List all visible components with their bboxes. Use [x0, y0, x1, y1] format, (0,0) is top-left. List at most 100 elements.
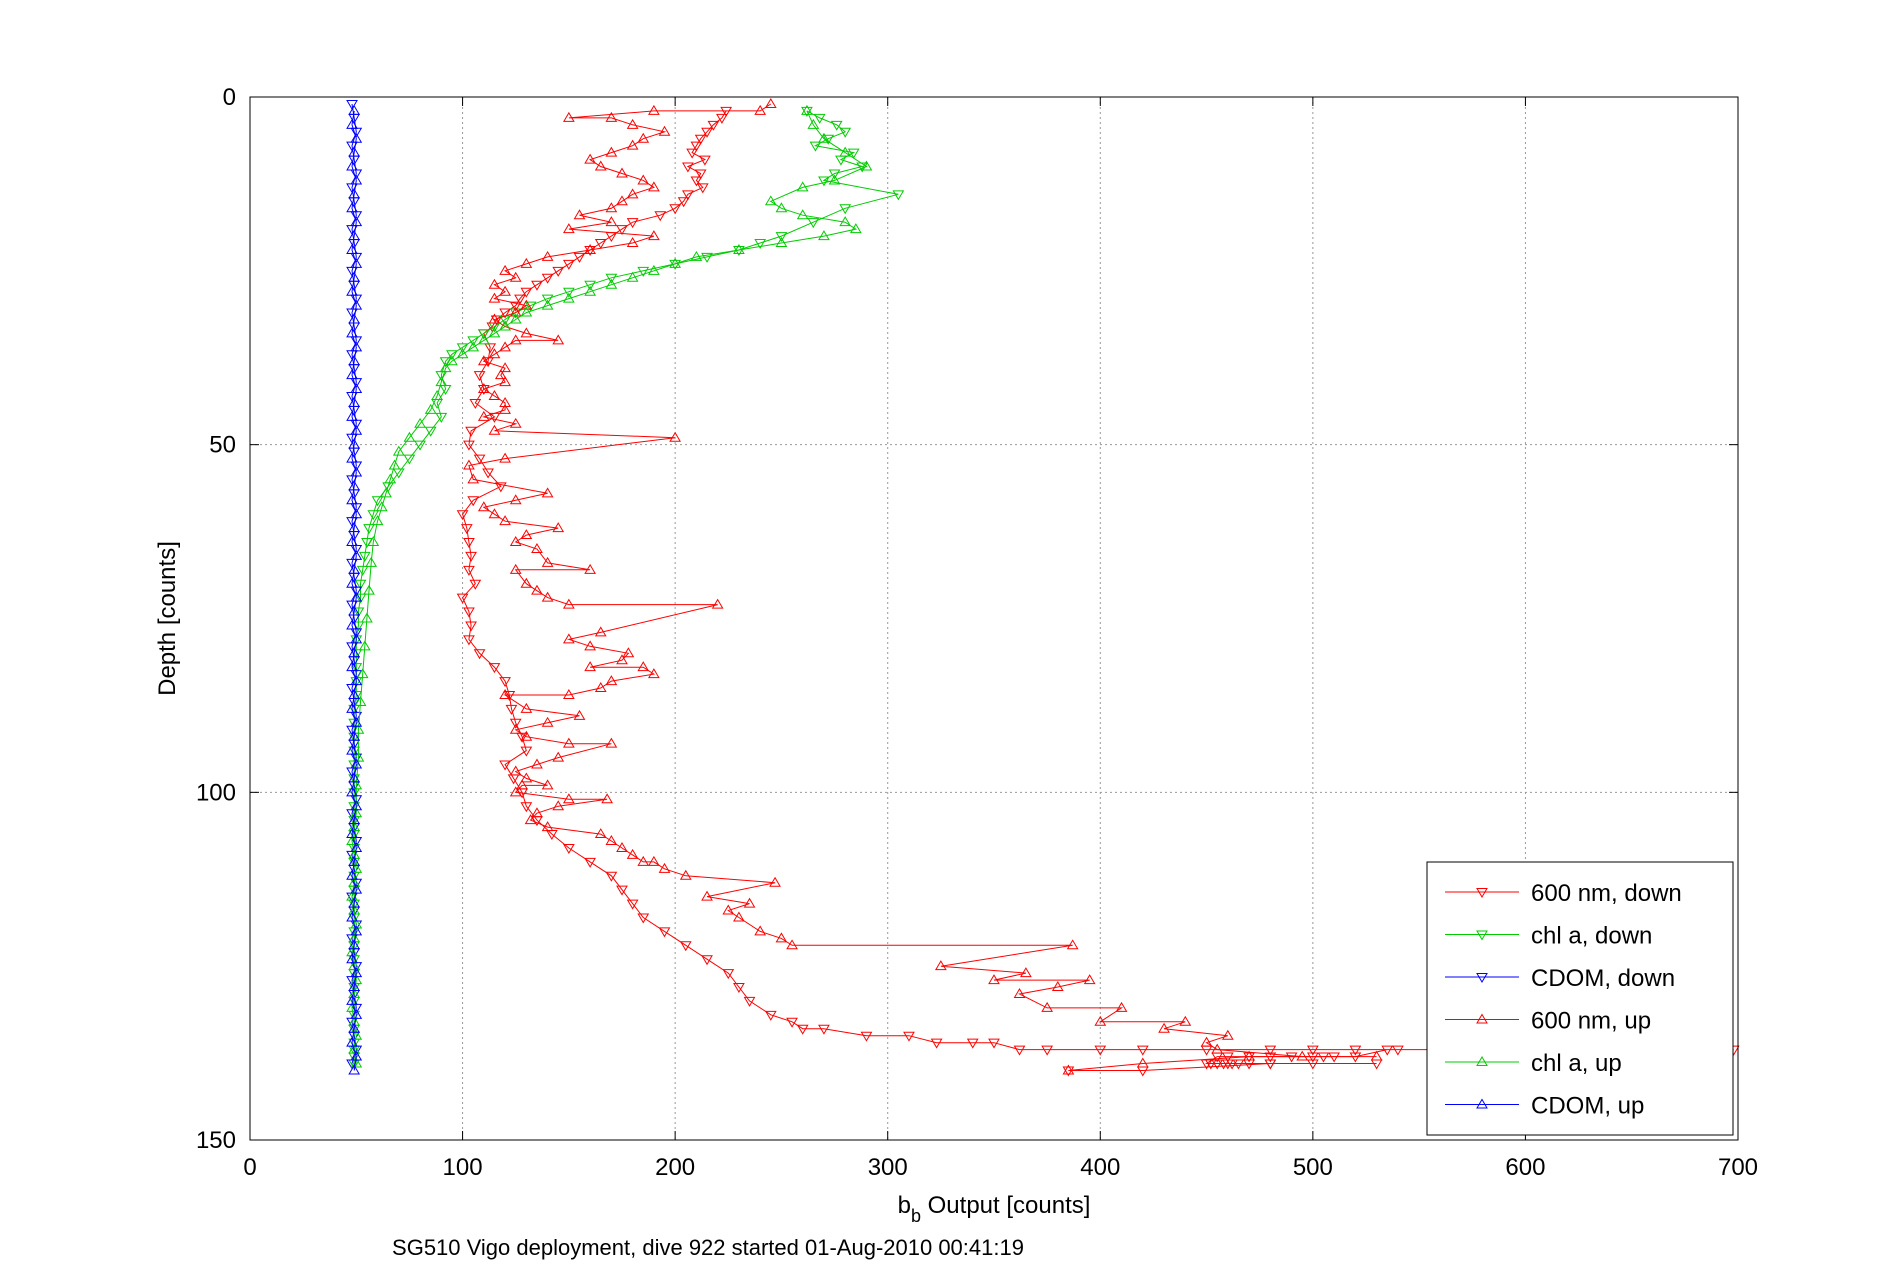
data-point: [467, 473, 480, 484]
data-point: [1115, 1001, 1128, 1012]
data-point: [505, 704, 518, 715]
data-point: [605, 202, 618, 213]
data-point: [348, 271, 361, 282]
data-point: [541, 250, 554, 261]
data-point: [520, 306, 533, 317]
data-point: [637, 913, 650, 924]
data-point: [541, 556, 554, 567]
data-point: [743, 897, 756, 908]
data-point: [584, 153, 596, 164]
data-point: [465, 621, 477, 632]
data-point: [669, 204, 682, 215]
data-point: [346, 1001, 358, 1012]
data-point: [350, 675, 363, 686]
data-point: [490, 315, 503, 326]
data-point: [637, 174, 650, 185]
data-point: [350, 299, 363, 310]
data-point: [616, 167, 628, 178]
data-point: [616, 654, 628, 665]
data-point: [584, 640, 596, 651]
data-point: [658, 125, 671, 136]
data-point: [686, 148, 699, 159]
data-point: [562, 737, 575, 748]
data-point: [392, 445, 405, 456]
data-point: [562, 111, 575, 122]
data-point: [516, 779, 528, 790]
data-point: [605, 111, 618, 122]
data-point: [348, 987, 361, 998]
data-point: [531, 280, 543, 291]
data-point: [350, 257, 363, 268]
data-point: [348, 313, 361, 324]
data-point: [860, 1031, 873, 1042]
data-point: [562, 259, 575, 270]
data-point: [701, 955, 713, 966]
data-point: [350, 716, 363, 727]
data-point: [350, 216, 363, 227]
data-point: [346, 619, 358, 630]
data-point: [669, 257, 682, 268]
data-point: [1062, 1064, 1075, 1075]
data-point: [477, 355, 490, 366]
data-point: [488, 327, 501, 338]
data-point: [573, 209, 586, 220]
data-point: [348, 605, 361, 616]
data-point: [594, 682, 607, 693]
data-point: [350, 132, 363, 143]
data-point: [541, 821, 554, 832]
data-point: [722, 904, 735, 915]
data-point: [1094, 1045, 1107, 1056]
data-point: [1328, 1052, 1340, 1063]
data-point: [499, 341, 511, 352]
data-point: [467, 336, 480, 347]
data-point: [690, 176, 703, 187]
data-point: [520, 702, 533, 713]
data-point: [350, 663, 363, 674]
data-point: [722, 969, 735, 980]
data-point: [988, 1038, 1000, 1049]
legend-label: chl a, up: [1531, 1050, 1622, 1077]
data-point: [346, 327, 358, 338]
x-tick-label: 500: [1293, 1154, 1333, 1181]
data-point: [488, 508, 501, 519]
data-point: [509, 563, 522, 574]
data-point: [594, 160, 607, 171]
data-point: [467, 341, 480, 352]
data-point: [488, 292, 501, 303]
data-point: [346, 869, 358, 880]
data-point: [552, 522, 565, 533]
data-point: [626, 237, 639, 248]
data-point: [682, 190, 694, 201]
x-axis-label-rest: Output [counts]: [921, 1192, 1090, 1219]
data-point: [1083, 974, 1096, 985]
data-point: [346, 536, 358, 547]
x-tick-label: 200: [655, 1154, 695, 1181]
data-point: [696, 183, 709, 194]
data-point: [828, 174, 841, 185]
data-point: [605, 675, 618, 686]
data-point: [1349, 1052, 1362, 1063]
data-point: [350, 974, 363, 985]
x-tick-label: 100: [443, 1154, 483, 1181]
data-point: [552, 334, 565, 345]
data-point: [488, 390, 501, 400]
data-point: [354, 695, 367, 706]
data-point: [439, 362, 452, 373]
data-point: [1136, 1045, 1149, 1056]
data-point: [677, 197, 690, 208]
data-point: [509, 723, 522, 734]
data-point: [520, 287, 533, 298]
legend-swatch-marker: [1476, 1013, 1488, 1024]
data-point: [562, 287, 575, 298]
data-point: [594, 626, 607, 637]
data-point: [860, 160, 873, 171]
data-point: [716, 113, 728, 124]
data-point: [830, 120, 843, 131]
data-point: [509, 301, 522, 312]
data-point: [1243, 1050, 1255, 1061]
data-point: [463, 440, 475, 451]
data-point: [786, 1017, 798, 1028]
data-point: [494, 482, 507, 493]
data-point: [605, 871, 618, 882]
data-point: [605, 273, 618, 284]
